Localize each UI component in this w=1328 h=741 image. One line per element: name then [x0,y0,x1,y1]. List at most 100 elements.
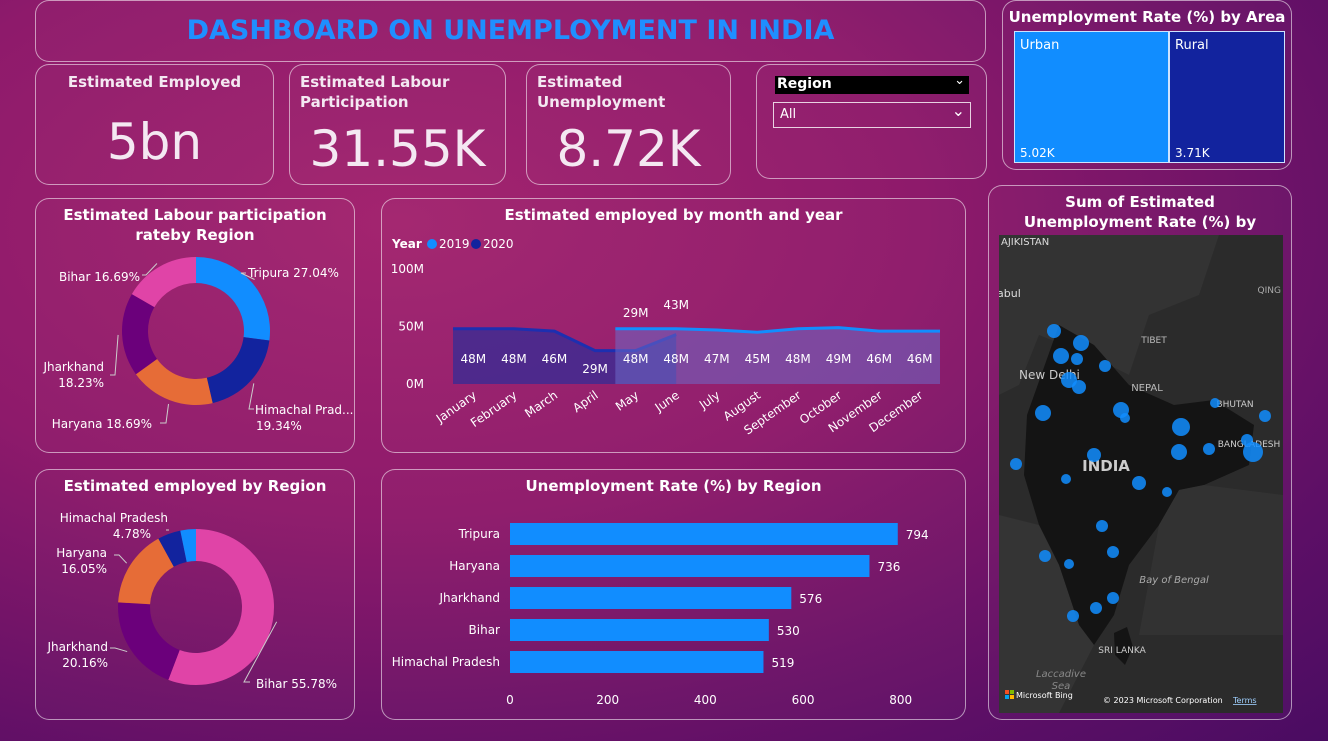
kpi-estimated-unemployment: Estimated Unemployment 8.72K [526,64,731,185]
land-region [999,235,1219,395]
data-label: 46M [907,352,933,366]
data-label: 49M [826,352,852,366]
data-label: 48M [663,352,689,366]
legend-marker [471,239,481,249]
slice-label: Haryana 18.69% [52,417,152,431]
map-bubble[interactable] [1107,546,1119,558]
map-bubble[interactable] [1061,474,1071,484]
treemap-tile-urban[interactable]: Urban 5.02K [1014,31,1169,163]
map-bubble[interactable] [1072,380,1086,394]
bar-value-label: 530 [777,624,800,638]
map-terms-link[interactable]: Terms [1232,696,1257,705]
slice-label: Tripura 27.04% [247,266,339,280]
map-bubble[interactable] [1053,348,1069,364]
bar[interactable] [510,619,769,641]
map-bubble[interactable] [1087,448,1101,462]
map-bubble[interactable] [1120,413,1130,423]
employed-by-region-panel: Estimated employed by Region Bihar 55.78… [35,469,355,720]
donut-slice[interactable] [196,257,270,341]
legend-label[interactable]: 2019 [439,237,470,251]
map-bubble[interactable] [1203,443,1215,455]
map-bubble[interactable] [1132,476,1146,490]
donut-slice[interactable] [131,257,196,308]
map-bubble[interactable] [1064,559,1074,569]
donut-slice[interactable] [206,337,270,404]
map-bubble[interactable] [1210,398,1220,408]
bar[interactable] [510,523,898,545]
slice-label: Himachal Prad... [255,403,353,417]
map-bubble[interactable] [1107,592,1119,604]
kpi-label: Estimated Employed [67,73,242,91]
region-slicer: Region ⌄ All ⌄ [756,64,987,179]
map-label: NEPAL [1131,383,1163,394]
slicer-header[interactable]: Region ⌄ [775,73,969,94]
slicer-value: All [780,107,797,122]
map-bubble[interactable] [1067,610,1079,622]
chart-title: Unemployment Rate (%) by Region [525,477,822,495]
map-bubble[interactable] [1171,444,1187,460]
slice-pct-label: 16.05% [61,562,107,576]
data-label: 48M [501,352,527,366]
map-label: Laccadive [1036,669,1086,680]
data-label: 46M [866,352,892,366]
donut-slice[interactable] [158,530,187,567]
employed-donut-chart: Bihar 55.78% Jharkhand 20.16% Haryana 16.05%… [46,511,337,691]
donut-slice[interactable] [168,529,274,685]
map-bubble[interactable] [1172,418,1190,436]
slice-label: Haryana [56,546,107,560]
bar[interactable] [510,587,792,609]
leader-line [240,272,255,280]
data-label: 48M [623,352,649,366]
kpi-estimated-employed: Estimated Employed 5bn [35,64,274,185]
area-series-2019[interactable] [615,327,940,384]
leader-line [248,383,255,410]
chart-title: Estimated employed by month and year [504,206,843,224]
y-category-label: Bihar [469,623,501,637]
chevron-down-icon: ⌄ [951,101,965,120]
map-bubble[interactable] [1073,335,1089,351]
x-tick-label: 0 [506,693,514,707]
map-bubble[interactable] [1259,410,1271,422]
donut-slice[interactable] [117,602,180,680]
map-bubble[interactable] [1047,324,1061,338]
bar-value-label: 519 [771,656,794,670]
legend-label[interactable]: 2020 [483,237,514,251]
donut-slice[interactable] [121,294,158,375]
bar[interactable] [510,651,764,673]
map-bubble[interactable] [1039,550,1051,562]
slice-label: Himachal Pradesh [60,511,168,525]
leader-line [160,403,170,424]
donut-slice[interactable] [135,359,213,405]
map-bubble[interactable] [1096,520,1108,532]
map-bubble[interactable] [1090,602,1102,614]
bar-value-label: 736 [877,560,900,574]
chart-title: Unemployment Rate (%) by Area [1008,8,1286,26]
donut-slice[interactable] [118,538,174,605]
bar[interactable] [510,555,870,577]
data-label: 48M [460,352,486,366]
map-bubble[interactable] [1010,458,1022,470]
tile-name: Urban [1020,38,1060,53]
leader-line [110,647,128,653]
y-category-label: Himachal Pradesh [392,655,500,669]
chevron-down-icon: ⌄ [954,73,965,88]
map-bubble[interactable] [1035,405,1051,421]
map-label: Bay of Bengal [1139,575,1209,586]
treemap-tile-rural[interactable]: Rural 3.71K [1169,31,1285,163]
donut-slice[interactable] [180,529,196,562]
kpi-value: 5bn [106,113,203,171]
leader-line [114,554,128,564]
leader-line [110,334,119,376]
chart-title: Estimated Labour participation rateby Re… [63,206,327,244]
map-bubble[interactable] [1243,442,1263,462]
map-bubble[interactable] [1162,487,1172,497]
tile-name: Rural [1175,38,1209,53]
data-label: 46M [542,352,568,366]
bay-region [1139,485,1283,635]
area-treemap-panel: Unemployment Rate (%) by Area Urban 5.02… [1002,0,1292,170]
map-bubble[interactable] [1099,360,1111,372]
slicer-dropdown[interactable]: All ⌄ [773,101,971,128]
map-bubble[interactable] [1071,353,1083,365]
tile-value: 3.71K [1175,146,1210,160]
